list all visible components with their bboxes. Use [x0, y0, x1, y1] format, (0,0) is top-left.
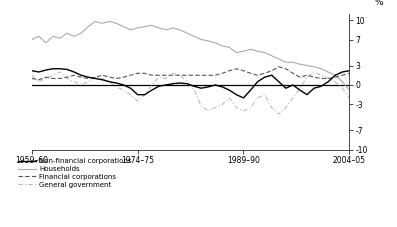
Legend: Non-financial corporations, Households, Financial corporations, General governme: Non-financial corporations, Households, …	[15, 155, 134, 190]
Text: %: %	[375, 0, 384, 7]
